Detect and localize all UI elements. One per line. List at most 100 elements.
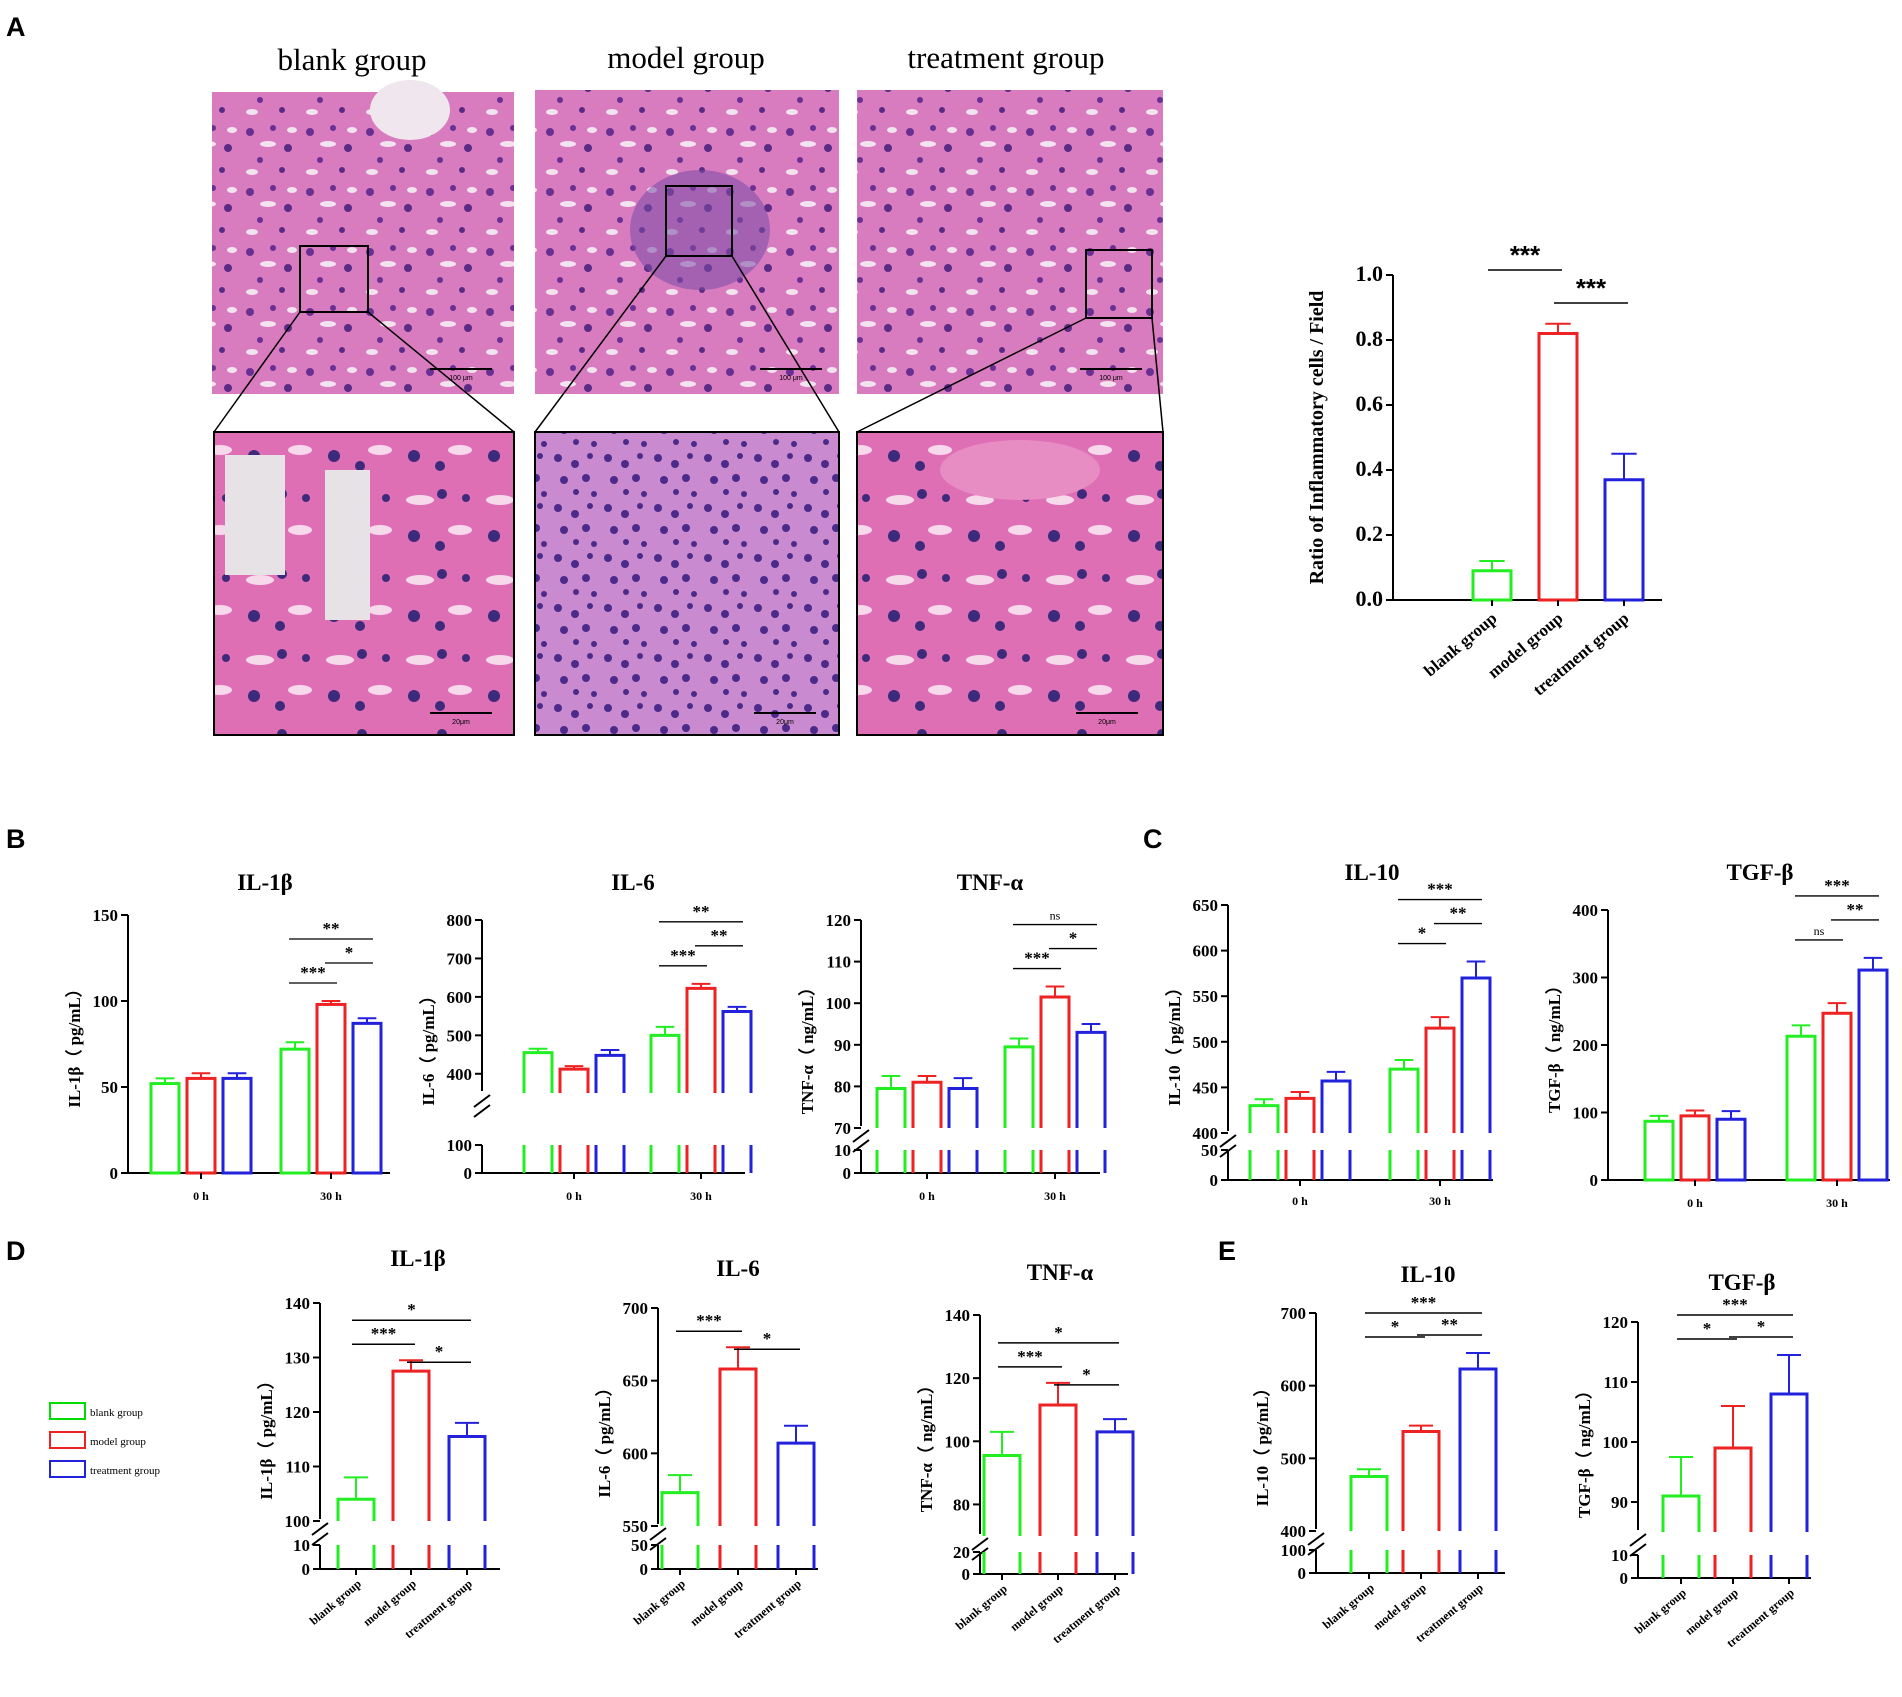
bar <box>1821 1011 1853 1182</box>
bar <box>776 1441 816 1526</box>
scale-bar-label: 20μm <box>776 719 794 726</box>
significance-label: *** <box>1510 240 1541 270</box>
y-tick-label: 50 <box>101 1078 118 1097</box>
y-tick-label: 120 <box>1603 1313 1629 1332</box>
y-axis-label: TNF-α（ ng/mL） <box>916 1377 936 1513</box>
y-tick-label: 0 <box>464 1164 473 1183</box>
image-title-model: model group <box>607 40 765 75</box>
legend-swatch-treatment <box>49 1460 86 1478</box>
axis-break-mark <box>473 1094 491 1118</box>
significance-label: *** <box>1017 1347 1043 1366</box>
x-tick-label: blank group <box>1632 1585 1689 1636</box>
micrograph-blank-low: 100 μm <box>212 80 514 394</box>
chart-title: TNF-α <box>1027 1260 1094 1285</box>
y-tick-label: 0.6 <box>1356 391 1384 416</box>
significance-label: * <box>1069 929 1078 948</box>
bar <box>1075 1030 1107 1128</box>
y-axis-label: IL-10（ pg/mL） <box>1164 979 1184 1106</box>
y-axis-label: TNF-α（ ng/mL） <box>797 979 817 1115</box>
significance-label: ns <box>1050 909 1061 923</box>
y-axis-label: IL-1β（ pg/mL） <box>64 980 84 1108</box>
bar <box>1039 995 1071 1128</box>
x-tick-label: blank group <box>307 1576 364 1627</box>
y-tick-label: 0 <box>1210 1171 1219 1190</box>
zoom-connectors <box>213 255 1164 433</box>
bar <box>594 1053 626 1093</box>
significance-label: *** <box>696 1311 722 1330</box>
y-tick-label: 100 <box>1603 1433 1629 1452</box>
x-tick-label: 0 h <box>1292 1194 1308 1208</box>
axis-break-mark <box>971 1537 989 1561</box>
scale-bar-label: 20μm <box>452 719 470 726</box>
y-tick-label: 100 <box>826 994 852 1013</box>
y-tick-label: 100 <box>1573 1104 1599 1123</box>
x-tick-label: 0 h <box>193 1189 209 1203</box>
bar <box>1095 1430 1135 1536</box>
y-tick-label: 140 <box>285 1294 311 1313</box>
bar <box>1003 1045 1035 1128</box>
y-tick-label: 0.4 <box>1356 456 1384 481</box>
chart-title: IL-1β <box>390 1246 446 1271</box>
chart-D-IL1b: IL-1β 100 110 120 130 140 0 10 IL-1β（ pg/mL） blan… <box>256 1246 500 1641</box>
significance-label: ns <box>1814 924 1825 938</box>
micrograph-model-high: 20μm <box>534 431 840 736</box>
significance-label: ** <box>323 919 340 938</box>
y-tick-label: 10 <box>834 1141 851 1160</box>
y-tick-label: 800 <box>447 911 473 930</box>
y-tick-label: 20 <box>953 1543 970 1562</box>
bar <box>1349 1475 1389 1531</box>
bar <box>1460 976 1492 1133</box>
bar <box>1401 1429 1441 1531</box>
significance-label: * <box>1418 924 1427 943</box>
bar <box>685 986 717 1093</box>
bar <box>649 1033 681 1093</box>
chart-title: IL-6 <box>611 870 654 895</box>
bar <box>1458 1367 1498 1531</box>
y-tick-label: 110 <box>1603 1373 1628 1392</box>
panel-label-d: D <box>6 1236 26 1266</box>
y-tick-label: 300 <box>1573 969 1599 988</box>
y-tick-label: 500 <box>447 1026 473 1045</box>
axis-break-mark <box>311 1522 329 1546</box>
bar <box>1284 1096 1316 1133</box>
x-tick-label: model group <box>360 1576 419 1629</box>
y-axis-label: IL-6（ pg/mL） <box>594 1379 614 1498</box>
y-tick-label: 400 <box>447 1065 473 1084</box>
legend-label-blank: blank group <box>90 1407 143 1419</box>
bar <box>1320 1079 1352 1133</box>
panel-label-c: C <box>1143 824 1163 854</box>
y-tick-label: 500 <box>1193 1033 1219 1052</box>
significance-label: * <box>435 1342 444 1361</box>
y-axis-label: Ratio of Inflammatory cells / Field <box>1306 291 1328 585</box>
bar <box>1679 1114 1711 1182</box>
bar <box>447 1435 487 1521</box>
legend-swatch-blank <box>49 1402 86 1420</box>
x-tick-label: 30 h <box>1044 1189 1066 1203</box>
panel-label-b: B <box>6 824 26 854</box>
x-tick-label: model group <box>687 1576 746 1629</box>
legend: blank group model group treatment group <box>49 1402 160 1478</box>
bar <box>185 1076 217 1175</box>
bar <box>279 1047 311 1175</box>
x-tick-label: 0 h <box>1687 1196 1703 1210</box>
significance-label: *** <box>1427 880 1453 899</box>
y-axis-label: TGF-β（ ng/mL） <box>1574 1382 1594 1518</box>
significance-label: ** <box>1441 1315 1458 1334</box>
panel-label-a: A <box>6 12 26 42</box>
y-tick-label: 90 <box>834 1036 851 1055</box>
x-tick-label: blank group <box>631 1576 688 1627</box>
bar <box>558 1067 590 1093</box>
y-tick-label: 140 <box>945 1306 971 1325</box>
bar <box>1661 1494 1701 1532</box>
axis-break-mark <box>1629 1533 1647 1557</box>
y-tick-label: 0 <box>1620 1569 1629 1588</box>
x-tick-label: 30 h <box>690 1189 712 1203</box>
significance-label: *** <box>1024 949 1050 968</box>
significance-label: ** <box>1450 904 1467 923</box>
x-tick-label: blank group <box>953 1581 1010 1632</box>
chart-D-TNFa: TNF-α 80 100 120 140 0 20 TNF-α（ ng/mL） blank gr… <box>916 1260 1135 1646</box>
image-title-treatment: treatment group <box>907 40 1104 75</box>
micrograph-treatment-low: 100 μm <box>857 90 1163 394</box>
y-tick-label: 600 <box>1281 1377 1307 1396</box>
